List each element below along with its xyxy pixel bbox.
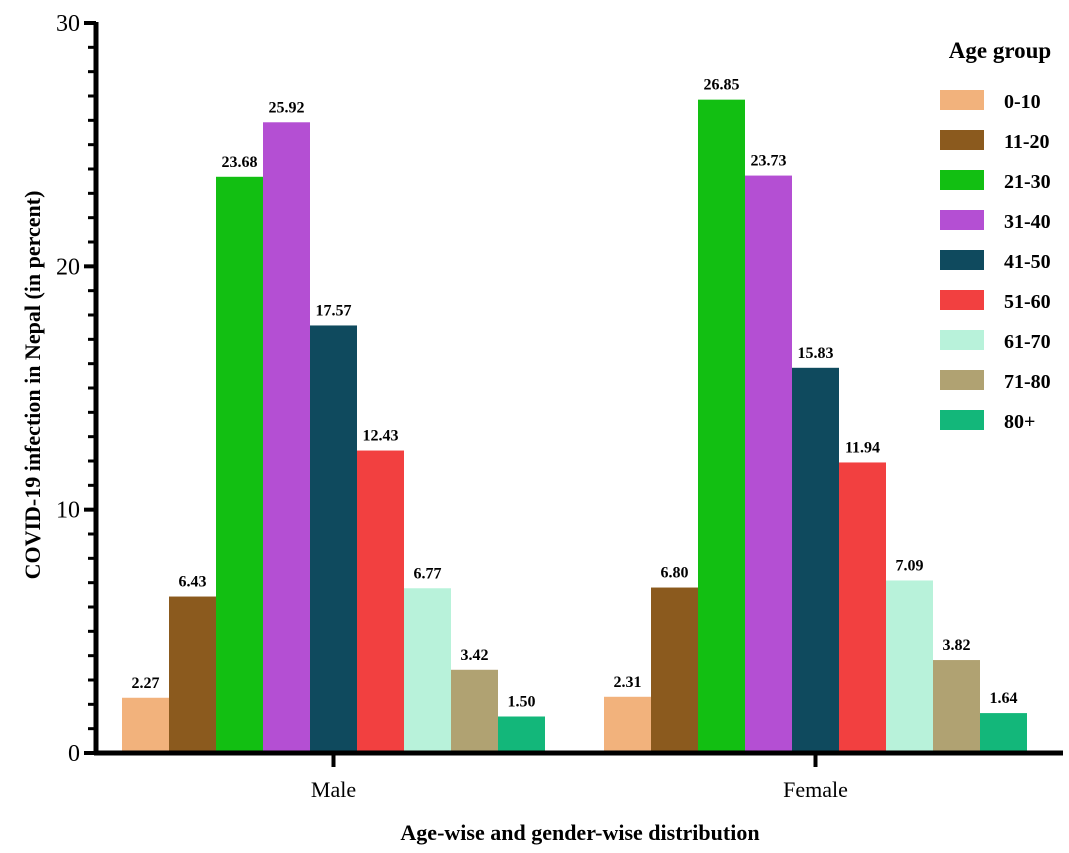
- data-label: 3.82: [943, 637, 971, 654]
- bar-21-30-male: [216, 176, 263, 753]
- y-tick-label: 10: [56, 498, 80, 524]
- bar-61-70-female: [886, 580, 933, 753]
- legend-swatch: [940, 370, 984, 390]
- legend-swatch: [940, 410, 984, 430]
- legend-swatch: [940, 130, 984, 150]
- bar-41-50-female: [792, 367, 839, 753]
- bar-0-10-female: [604, 696, 651, 753]
- y-tick-label: 0: [68, 741, 80, 767]
- data-label: 12.43: [363, 428, 399, 445]
- legend: Age group 0-10 11-20 21-30 31-40 41-50 51-60 6…: [940, 38, 1051, 433]
- bar-71-80-female: [933, 660, 980, 753]
- legend-swatch: [940, 250, 984, 270]
- y-axis: 0 10 20 30: [56, 11, 99, 767]
- legend-label: 0-10: [1004, 91, 1041, 113]
- y-axis-title: COVID-19 infection in Nepal (in percent): [20, 191, 45, 580]
- data-label: 26.85: [704, 77, 740, 94]
- data-label: 2.27: [132, 675, 160, 692]
- legend-swatch: [940, 330, 984, 350]
- legend-swatch: [940, 170, 984, 190]
- bar-80+-male: [498, 716, 545, 753]
- legend-label: 51-60: [1004, 291, 1051, 313]
- bar-21-30-female: [698, 99, 745, 753]
- bar-11-20-male: [169, 596, 216, 753]
- legend-title: Age group: [949, 38, 1051, 63]
- bar-31-40-male: [263, 122, 310, 753]
- x-axis: Male Female: [94, 750, 1063, 802]
- x-tick-label: Female: [783, 777, 848, 802]
- bar-61-70-male: [404, 588, 451, 753]
- data-label: 3.42: [461, 647, 489, 664]
- legend-swatch: [940, 210, 984, 230]
- legend-label: 11-20: [1004, 131, 1050, 153]
- data-label: 1.50: [508, 694, 536, 711]
- data-label: 17.57: [316, 302, 352, 319]
- legend-label: 80+: [1004, 411, 1035, 433]
- data-label: 15.83: [798, 345, 834, 362]
- data-label: 6.43: [179, 574, 207, 591]
- data-label: 6.80: [661, 565, 689, 582]
- legend-label: 61-70: [1004, 331, 1051, 353]
- legend-swatch: [940, 290, 984, 310]
- data-label: 2.31: [614, 674, 642, 691]
- data-label: 25.92: [269, 99, 305, 116]
- bar-80+-female: [980, 713, 1027, 753]
- bar-71-80-male: [451, 669, 498, 753]
- bar-0-10-male: [122, 697, 169, 753]
- legend-swatch: [940, 90, 984, 110]
- x-tick-label: Male: [311, 777, 356, 802]
- data-labels: 2.27 6.43 23.68 25.92 17.57 12.43 6.77 3.42 1.50…: [132, 77, 1018, 711]
- bar-51-60-male: [357, 450, 404, 753]
- legend-label: 41-50: [1004, 251, 1051, 273]
- bar-51-60-female: [839, 462, 886, 753]
- data-label: 23.68: [222, 154, 258, 171]
- bar-11-20-female: [651, 587, 698, 753]
- legend-label: 21-30: [1004, 171, 1051, 193]
- data-label: 6.77: [414, 565, 442, 582]
- bars: [122, 99, 1027, 753]
- legend-label: 31-40: [1004, 211, 1051, 233]
- data-label: 11.94: [845, 439, 880, 456]
- y-tick-label: 20: [56, 254, 80, 280]
- data-label: 23.73: [751, 153, 787, 170]
- x-axis-title: Age-wise and gender-wise distribution: [400, 820, 759, 845]
- bar-31-40-female: [745, 175, 792, 753]
- data-label: 1.64: [990, 690, 1018, 707]
- bar-41-50-male: [310, 325, 357, 753]
- y-tick-label: 30: [56, 11, 80, 37]
- data-label: 7.09: [896, 557, 924, 574]
- legend-label: 71-80: [1004, 371, 1051, 393]
